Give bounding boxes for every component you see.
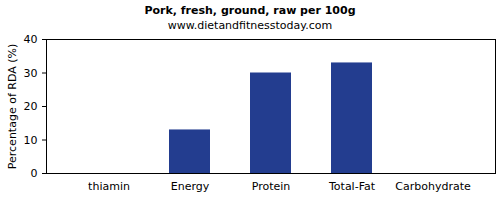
svg-text:30: 30	[24, 67, 38, 80]
svg-text:0: 0	[31, 167, 38, 180]
svg-text:Percentage of RDA (%): Percentage of RDA (%)	[6, 44, 19, 169]
svg-text:Total-Fat: Total-Fat	[328, 180, 376, 193]
html-text:www.dietandfitnesstoday.com: www.dietandfitnesstoday.com	[167, 19, 333, 32]
svg-text:40: 40	[24, 33, 38, 46]
svg-text:Carbohydrate: Carbohydrate	[395, 180, 471, 193]
html-text:Pork, fresh, ground, raw per 1: Pork, fresh, ground, raw per 100g	[144, 4, 356, 17]
svg-text:20: 20	[24, 100, 38, 113]
svg-text:Energy: Energy	[171, 180, 210, 193]
svg-text:thiamin: thiamin	[88, 180, 130, 193]
svg-text:10: 10	[24, 134, 38, 147]
svg-text:Protein: Protein	[252, 180, 291, 193]
